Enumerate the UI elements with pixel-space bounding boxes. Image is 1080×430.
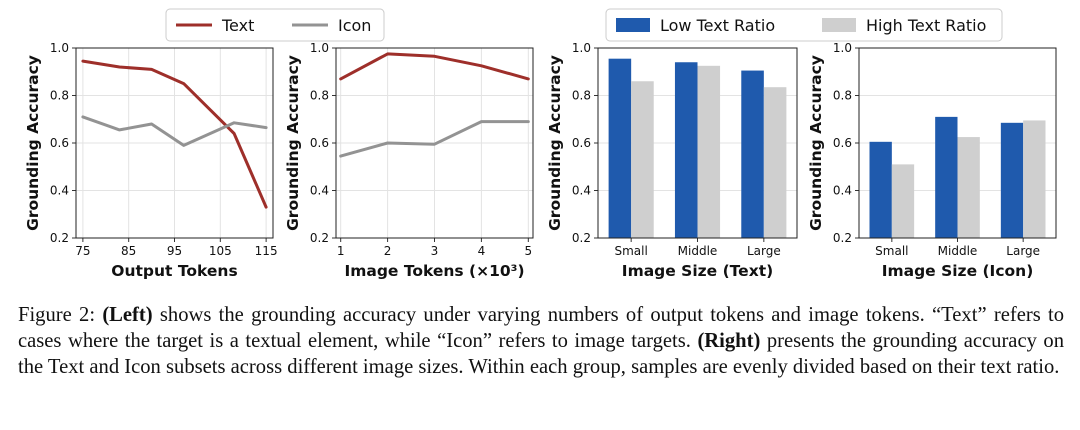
caption-right-text: presents the grounding accuracy on the T… bbox=[18, 330, 1064, 378]
x-tick-label: Large bbox=[1006, 244, 1040, 258]
x-tick-label: Small bbox=[615, 244, 648, 258]
chart-panel-4: 0.2 0.4 0.6 0.8 1.0 Grounding Accuracy Image S… bbox=[807, 41, 1057, 280]
y-tick-label: 0.2 bbox=[572, 231, 591, 245]
legend-label-low-text-ratio: Low Text Ratio bbox=[660, 16, 775, 35]
series-line-text bbox=[81, 59, 268, 209]
y-tick-label: 0.8 bbox=[310, 89, 329, 103]
bar-high-text-ratio-large bbox=[763, 87, 787, 238]
y-tick-label: 0.8 bbox=[572, 89, 591, 103]
y-tick-label: 0.4 bbox=[833, 184, 852, 198]
plot-frame bbox=[858, 47, 1057, 239]
x-tick-label: 2 bbox=[384, 244, 392, 258]
x-tick-label: 75 bbox=[75, 244, 90, 258]
plot-frame bbox=[597, 47, 798, 239]
x-tick-label: 1 bbox=[337, 244, 345, 258]
x-tick-label: 115 bbox=[255, 244, 278, 258]
y-tick-label: 1.0 bbox=[310, 41, 329, 55]
series-line-icon bbox=[339, 120, 530, 158]
series-line-icon bbox=[81, 115, 268, 147]
x-tick-label: 85 bbox=[121, 244, 136, 258]
x-tick-label: 95 bbox=[167, 244, 182, 258]
y-axis-label: Grounding Accuracy bbox=[284, 55, 302, 231]
x-axis-label: Image Size (Icon) bbox=[882, 262, 1034, 280]
bar-low-text-ratio-small bbox=[869, 141, 892, 238]
x-axis-label: Image Size (Text) bbox=[622, 262, 773, 280]
legend-label-text: Text bbox=[221, 16, 254, 35]
x-tick-label: 3 bbox=[431, 244, 439, 258]
y-tick-label: 1.0 bbox=[50, 41, 69, 55]
plot-frame bbox=[75, 47, 274, 239]
x-axis-label: Image Tokens (×10³) bbox=[344, 262, 524, 280]
x-axis-label: Output Tokens bbox=[111, 262, 237, 280]
y-tick-label: 0.6 bbox=[50, 136, 69, 150]
caption-left-text: shows the grounding accuracy under varyi… bbox=[18, 304, 1064, 352]
y-tick-label: 0.6 bbox=[572, 136, 591, 150]
bar-high-text-ratio-large bbox=[1023, 120, 1046, 238]
bar-low-text-ratio-large bbox=[741, 70, 764, 238]
bar-high-text-ratio-small bbox=[891, 164, 915, 238]
y-tick-label: 0.6 bbox=[310, 136, 329, 150]
x-tick-label: Large bbox=[747, 244, 781, 258]
legend-label-icon: Icon bbox=[338, 16, 371, 35]
bar-low-text-ratio-middle bbox=[935, 116, 958, 238]
y-tick-label: 0.2 bbox=[833, 231, 852, 245]
legend-box bbox=[165, 8, 385, 42]
chart-panel-2: 0.2 0.4 0.6 0.8 1.0 Grounding Accuracy Image T… bbox=[284, 41, 534, 280]
bar-low-text-ratio-large bbox=[1000, 122, 1024, 238]
figure-caption: Figure 2: (Left) shows the grounding acc… bbox=[18, 302, 1064, 380]
bar-high-text-ratio-small bbox=[631, 81, 654, 238]
y-axis-label: Grounding Accuracy bbox=[807, 55, 825, 231]
legend-left: Text Icon bbox=[165, 8, 385, 42]
y-tick-label: 0.4 bbox=[50, 184, 69, 198]
bar-low-text-ratio-small bbox=[608, 58, 632, 238]
x-tick-label: Middle bbox=[938, 244, 978, 258]
y-tick-label: 0.2 bbox=[310, 231, 329, 245]
bar-low-text-ratio-middle bbox=[674, 62, 698, 238]
chart-panel-3: 0.2 0.4 0.6 0.8 1.0 Grounding Accuracy Image S… bbox=[546, 41, 798, 280]
caption-left-tag: (Left) bbox=[102, 304, 153, 326]
bar-high-text-ratio-middle bbox=[957, 137, 980, 238]
y-tick-label: 0.8 bbox=[833, 89, 852, 103]
figure-panels: 0.2 0.4 0.6 0.8 1.0 Grounding Accuracy Output … bbox=[24, 8, 1057, 280]
y-tick-label: 0.2 bbox=[50, 231, 69, 245]
y-tick-label: 1.0 bbox=[572, 41, 591, 55]
legend-swatch-low-text-ratio bbox=[616, 18, 650, 32]
plot-frame bbox=[335, 47, 534, 239]
chart-panel-1: 0.2 0.4 0.6 0.8 1.0 Grounding Accuracy Output … bbox=[24, 41, 278, 280]
legend-swatch-high-text-ratio bbox=[822, 18, 856, 32]
y-axis-label: Grounding Accuracy bbox=[546, 55, 564, 231]
bar-high-text-ratio-middle bbox=[697, 65, 721, 238]
y-tick-label: 0.4 bbox=[310, 184, 329, 198]
legend-box bbox=[605, 8, 1003, 42]
x-tick-label: 105 bbox=[209, 244, 232, 258]
y-tick-label: 0.8 bbox=[50, 89, 69, 103]
series-line-text bbox=[339, 52, 530, 81]
caption-figure-label: Figure 2: bbox=[18, 304, 103, 326]
x-tick-label: Middle bbox=[678, 244, 718, 258]
x-tick-label: 4 bbox=[478, 244, 486, 258]
x-tick-label: 5 bbox=[524, 244, 532, 258]
caption-right-tag: (Right) bbox=[697, 330, 761, 352]
y-tick-label: 1.0 bbox=[833, 41, 852, 55]
y-tick-label: 0.6 bbox=[833, 136, 852, 150]
legend-label-high-text-ratio: High Text Ratio bbox=[866, 16, 986, 35]
legend-right: Low Text Ratio High Text Ratio bbox=[605, 8, 1003, 42]
y-axis-label: Grounding Accuracy bbox=[24, 55, 42, 231]
x-tick-label: Small bbox=[875, 244, 908, 258]
y-tick-label: 0.4 bbox=[572, 184, 591, 198]
